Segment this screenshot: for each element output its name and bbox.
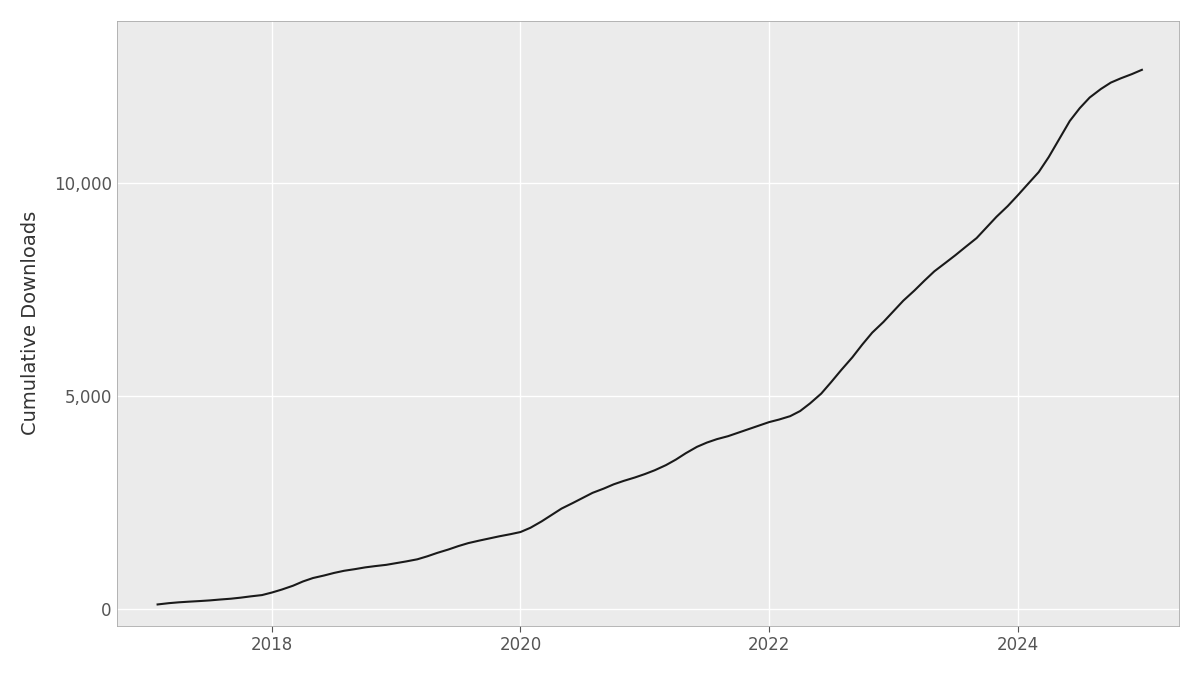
Y-axis label: Cumulative Downloads: Cumulative Downloads bbox=[20, 211, 40, 435]
